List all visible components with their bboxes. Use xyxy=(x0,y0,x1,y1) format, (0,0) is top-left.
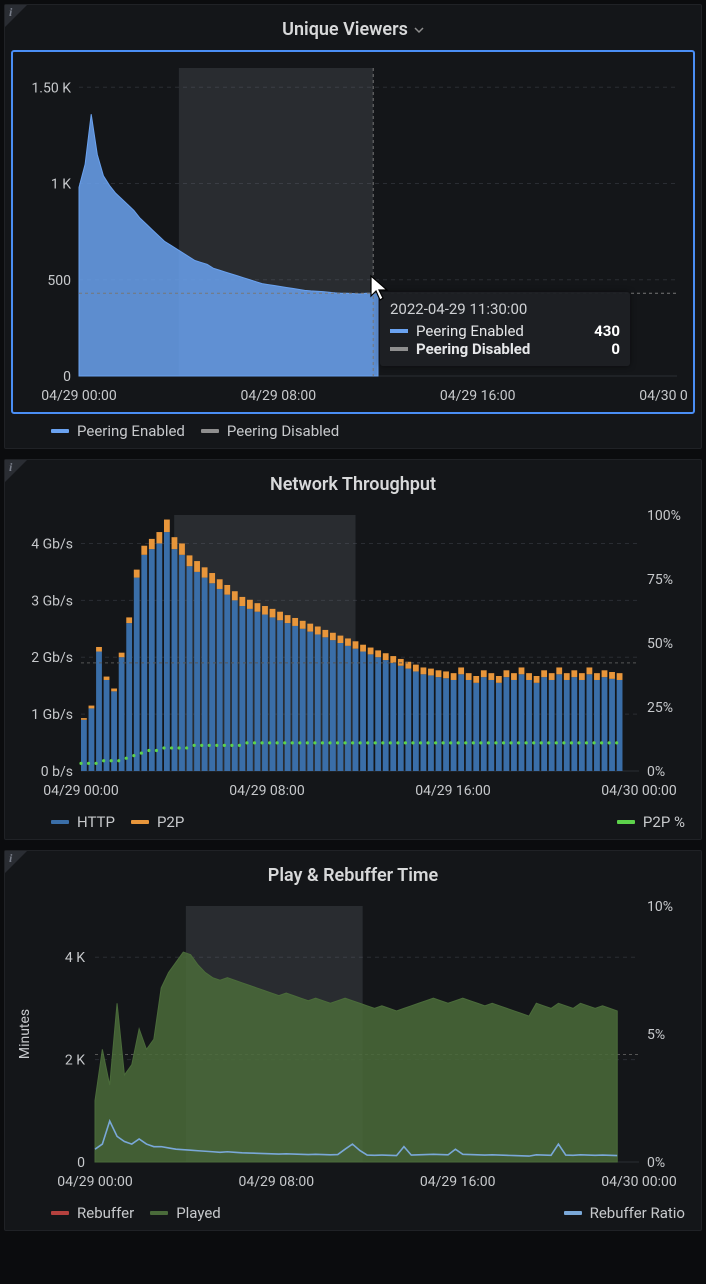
chart-legend: Rebuffer Played Rebuffer Ratio xyxy=(11,1196,695,1222)
panel-title-row[interactable]: Play & Rebuffer Time xyxy=(11,865,695,886)
info-icon[interactable]: i xyxy=(9,851,12,866)
chart-play-rebuffer[interactable]: 0 2 K 4 K 0% 5% 10% Minutes 04/29 00:00 04/29 08… xyxy=(11,896,695,1196)
legend-label: Played xyxy=(176,1204,221,1222)
legend-swatch xyxy=(51,820,69,824)
svg-text:4 Gb/s: 4 Gb/s xyxy=(31,536,73,552)
svg-text:04/29 00:00: 04/29 00:00 xyxy=(41,388,117,404)
panel-title: Network Throughput xyxy=(270,474,436,495)
tooltip-value: 430 xyxy=(594,322,620,340)
svg-text:04/29 16:00: 04/29 16:00 xyxy=(415,783,491,799)
svg-text:0%: 0% xyxy=(647,1155,665,1171)
chart-svg[interactable]: 0 b/s 1 Gb/s 2 Gb/s 3 Gb/s 4 Gb/s 0% 25% 50% 75%… xyxy=(11,505,695,805)
info-icon[interactable]: i xyxy=(9,5,12,20)
legend-item[interactable]: Peering Enabled xyxy=(51,422,185,440)
legend-item[interactable]: P2P % xyxy=(617,813,685,831)
svg-text:5%: 5% xyxy=(647,1027,665,1043)
svg-text:2 Gb/s: 2 Gb/s xyxy=(31,650,73,666)
svg-text:1.50 K: 1.50 K xyxy=(31,80,71,96)
panel-title-row[interactable]: Network Throughput xyxy=(11,474,695,495)
panel-title: Play & Rebuffer Time xyxy=(268,865,438,886)
legend-item[interactable]: HTTP xyxy=(51,813,115,831)
legend-item[interactable]: Rebuffer Ratio xyxy=(564,1204,685,1222)
svg-text:75%: 75% xyxy=(647,572,673,588)
panel-unique-viewers: i Unique Viewers 0 500 1 K 1.50 K 04/29 00:0… xyxy=(4,4,702,449)
svg-text:4 K: 4 K xyxy=(65,950,85,966)
svg-text:04/29 00:00: 04/29 00:00 xyxy=(57,1174,133,1190)
svg-text:0: 0 xyxy=(63,369,71,385)
tooltip-swatch xyxy=(390,329,408,333)
svg-text:04/29 16:00: 04/29 16:00 xyxy=(420,1174,496,1190)
svg-text:04/30 00:00: 04/30 00:00 xyxy=(601,1174,677,1190)
legend-item[interactable]: Rebuffer xyxy=(51,1204,134,1222)
legend-swatch xyxy=(201,429,219,433)
panel-network-throughput: i Network Throughput 0 b/s 1 Gb/s 2 Gb/s 3 … xyxy=(4,459,702,840)
svg-text:Minutes: Minutes xyxy=(17,1009,33,1059)
svg-text:0%: 0% xyxy=(647,764,665,780)
tooltip-swatch xyxy=(390,347,408,351)
svg-text:500: 500 xyxy=(47,273,71,289)
legend-item[interactable]: Played xyxy=(150,1204,221,1222)
legend-swatch xyxy=(150,1211,168,1215)
legend-label: Rebuffer xyxy=(77,1204,134,1222)
svg-text:0: 0 xyxy=(77,1155,85,1171)
legend-label: Rebuffer Ratio xyxy=(590,1204,685,1222)
svg-text:0 b/s: 0 b/s xyxy=(41,764,73,780)
tooltip-timestamp: 2022-04-29 11:30:00 xyxy=(390,300,620,318)
svg-text:04/29 08:00: 04/29 08:00 xyxy=(229,783,305,799)
legend-label: HTTP xyxy=(77,813,115,831)
svg-text:1 K: 1 K xyxy=(51,177,71,193)
legend-label: Peering Enabled xyxy=(77,422,185,440)
legend-swatch xyxy=(131,820,149,824)
svg-text:10%: 10% xyxy=(647,899,673,915)
chart-unique-viewers[interactable]: 0 500 1 K 1.50 K 04/29 00:00 04/29 08:00 04/29… xyxy=(11,50,695,414)
tooltip-row: Peering Disabled 0 xyxy=(390,340,620,358)
svg-text:50%: 50% xyxy=(647,636,673,652)
legend-item[interactable]: P2P xyxy=(131,813,184,831)
panel-play-rebuffer: i Play & Rebuffer Time 0 2 K 4 K 0% 5% 10% Min… xyxy=(4,850,702,1231)
chart-svg[interactable]: 0 2 K 4 K 0% 5% 10% Minutes 04/29 00:00 04/29 08… xyxy=(11,896,695,1196)
chevron-down-icon xyxy=(414,25,424,35)
legend-label: Peering Disabled xyxy=(227,422,339,440)
panel-title: Unique Viewers xyxy=(282,19,408,40)
tooltip-value: 0 xyxy=(611,340,620,358)
info-icon[interactable]: i xyxy=(9,460,12,475)
legend-swatch xyxy=(564,1211,582,1215)
svg-text:04/30 00:00: 04/30 00:00 xyxy=(639,388,687,404)
svg-text:04/29 00:00: 04/29 00:00 xyxy=(43,783,119,799)
svg-text:2 K: 2 K xyxy=(65,1053,85,1069)
tooltip-label: Peering Enabled xyxy=(416,322,572,340)
legend-swatch xyxy=(51,1211,69,1215)
tooltip-row: Peering Enabled 430 xyxy=(390,322,620,340)
svg-text:1 Gb/s: 1 Gb/s xyxy=(31,707,73,723)
svg-text:04/29 08:00: 04/29 08:00 xyxy=(239,1174,315,1190)
legend-label: P2P xyxy=(157,813,184,831)
svg-text:25%: 25% xyxy=(647,700,673,716)
chart-legend: HTTP P2P P2P % xyxy=(11,805,695,831)
svg-text:04/30 00:00: 04/30 00:00 xyxy=(601,783,677,799)
legend-swatch xyxy=(617,820,635,824)
tooltip-label: Peering Disabled xyxy=(416,340,589,358)
panel-title-row[interactable]: Unique Viewers xyxy=(11,19,695,40)
chart-legend: Peering Enabled Peering Disabled xyxy=(11,414,695,440)
svg-text:3 Gb/s: 3 Gb/s xyxy=(31,593,73,609)
svg-text:04/29 08:00: 04/29 08:00 xyxy=(241,388,317,404)
chart-tooltip: 2022-04-29 11:30:00 Peering Enabled 430 … xyxy=(380,292,630,366)
legend-swatch xyxy=(51,429,69,433)
svg-text:100%: 100% xyxy=(647,508,681,524)
legend-item[interactable]: Peering Disabled xyxy=(201,422,339,440)
chart-network-throughput[interactable]: 0 b/s 1 Gb/s 2 Gb/s 3 Gb/s 4 Gb/s 0% 25% 50% 75%… xyxy=(11,505,695,805)
svg-text:04/29 16:00: 04/29 16:00 xyxy=(440,388,516,404)
legend-label: P2P % xyxy=(643,813,685,831)
